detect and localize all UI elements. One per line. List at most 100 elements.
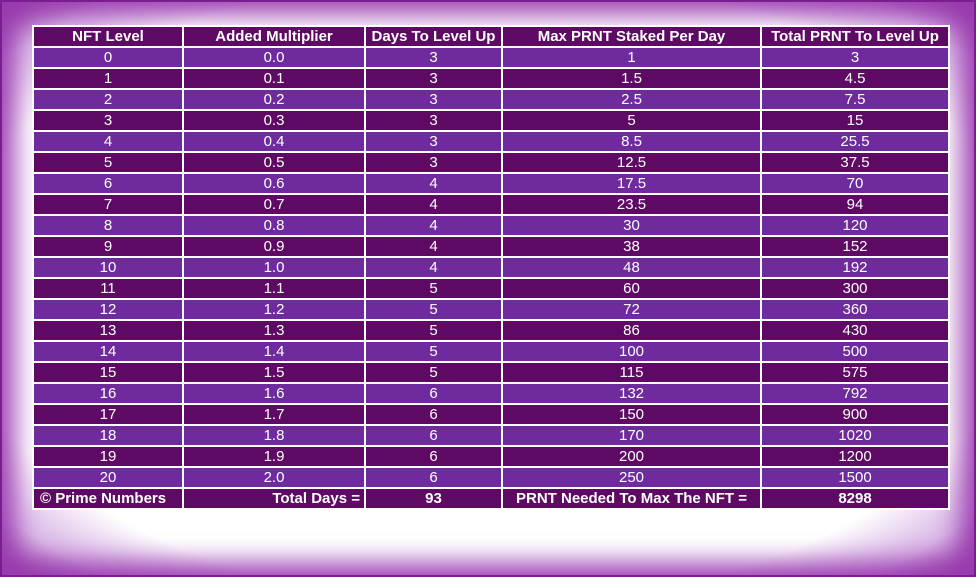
copyright-text: © Prime Numbers: [32, 487, 184, 510]
table-cell: 25.5: [760, 130, 950, 153]
table-cell: 0: [32, 46, 184, 69]
table-cell: 1: [32, 67, 184, 90]
table-cell: 4: [364, 256, 503, 279]
table-cell: 16: [32, 382, 184, 405]
table-cell: 4: [364, 214, 503, 237]
table-cell: 72: [501, 298, 762, 321]
table-cell: 0.6: [182, 172, 366, 195]
table-cell: 5: [364, 277, 503, 300]
table-row: 13 1.3 5 86 430: [32, 319, 950, 342]
table-cell: 1.8: [182, 424, 366, 447]
table-cell: 1.6: [182, 382, 366, 405]
table-cell: 132: [501, 382, 762, 405]
table-cell: 0.0: [182, 46, 366, 69]
table-body: 0 0.0 3 1 3 1 0.1 3 1.5 4.5 2 0.2 3 2.5 7.5 3 0.3 3 5 15 4 0.…: [32, 46, 950, 489]
table-cell: 100: [501, 340, 762, 363]
table-row: 15 1.5 5 115 575: [32, 361, 950, 384]
table-row: 19 1.9 6 200 1200: [32, 445, 950, 468]
table-cell: 10: [32, 256, 184, 279]
table-cell: 1500: [760, 466, 950, 489]
table-cell: 14: [32, 340, 184, 363]
table-row: 10 1.0 4 48 192: [32, 256, 950, 279]
table-cell: 5: [364, 340, 503, 363]
table-cell: 20: [32, 466, 184, 489]
table-cell: 94: [760, 193, 950, 216]
table-cell: 4: [364, 172, 503, 195]
table-cell: 6: [364, 466, 503, 489]
table-cell: 3: [364, 67, 503, 90]
table-cell: 7: [32, 193, 184, 216]
table-cell: 500: [760, 340, 950, 363]
table-cell: 250: [501, 466, 762, 489]
table-cell: 30: [501, 214, 762, 237]
table-cell: 900: [760, 403, 950, 426]
table-cell: 0.5: [182, 151, 366, 174]
table-cell: 792: [760, 382, 950, 405]
table-cell: 86: [501, 319, 762, 342]
table-cell: 5: [501, 109, 762, 132]
table-cell: 1.5: [501, 67, 762, 90]
table-cell: 5: [364, 361, 503, 384]
table-cell: 4: [32, 130, 184, 153]
table-row: 3 0.3 3 5 15: [32, 109, 950, 132]
table-row: 2 0.2 3 2.5 7.5: [32, 88, 950, 111]
table-row: 17 1.7 6 150 900: [32, 403, 950, 426]
table-cell: 0.8: [182, 214, 366, 237]
table-row: 6 0.6 4 17.5 70: [32, 172, 950, 195]
table-row: 14 1.4 5 100 500: [32, 340, 950, 363]
table-cell: 360: [760, 298, 950, 321]
table-cell: 1020: [760, 424, 950, 447]
table-cell: 1200: [760, 445, 950, 468]
table-cell: 1.7: [182, 403, 366, 426]
table-cell: 19: [32, 445, 184, 468]
header-row: NFT Level Added Multiplier Days To Level…: [32, 25, 950, 48]
table-cell: 4: [364, 193, 503, 216]
table-cell: 6: [364, 403, 503, 426]
table-cell: 1.3: [182, 319, 366, 342]
table-cell: 2.0: [182, 466, 366, 489]
table-cell: 2.5: [501, 88, 762, 111]
table-cell: 115: [501, 361, 762, 384]
table-row: 16 1.6 6 132 792: [32, 382, 950, 405]
table-cell: 0.7: [182, 193, 366, 216]
table-cell: 430: [760, 319, 950, 342]
table-row: 18 1.8 6 170 1020: [32, 424, 950, 447]
header-added-multiplier: Added Multiplier: [182, 25, 366, 48]
table-cell: 11: [32, 277, 184, 300]
table-cell: 38: [501, 235, 762, 258]
table-cell: 5: [364, 319, 503, 342]
table-cell: 1.1: [182, 277, 366, 300]
table-cell: 120: [760, 214, 950, 237]
table-cell: 5: [364, 298, 503, 321]
table-row: 0 0.0 3 1 3: [32, 46, 950, 69]
table-row: 11 1.1 5 60 300: [32, 277, 950, 300]
table-cell: 1.5: [182, 361, 366, 384]
table-row: 1 0.1 3 1.5 4.5: [32, 67, 950, 90]
table-cell: 18: [32, 424, 184, 447]
prnt-needed-label: PRNT Needed To Max The NFT =: [501, 487, 762, 510]
table-cell: 0.3: [182, 109, 366, 132]
prnt-needed-value: 8298: [760, 487, 950, 510]
table-cell: 8: [32, 214, 184, 237]
table-cell: 1: [501, 46, 762, 69]
table-cell: 60: [501, 277, 762, 300]
table-cell: 12.5: [501, 151, 762, 174]
table-cell: 3: [32, 109, 184, 132]
header-days-to-level-up: Days To Level Up: [364, 25, 503, 48]
header-total-prnt: Total PRNT To Level Up: [760, 25, 950, 48]
table-cell: 575: [760, 361, 950, 384]
table-cell: 48: [501, 256, 762, 279]
header-max-prnt-staked: Max PRNT Staked Per Day: [501, 25, 762, 48]
nft-level-table: NFT Level Added Multiplier Days To Level…: [32, 25, 950, 510]
table-cell: 3: [364, 109, 503, 132]
table-cell: 4.5: [760, 67, 950, 90]
table-row: 8 0.8 4 30 120: [32, 214, 950, 237]
table-cell: 7.5: [760, 88, 950, 111]
table-cell: 4: [364, 235, 503, 258]
table-cell: 150: [501, 403, 762, 426]
table-cell: 8.5: [501, 130, 762, 153]
table-cell: 70: [760, 172, 950, 195]
table-cell: 13: [32, 319, 184, 342]
footer-row: © Prime Numbers Total Days = 93 PRNT Nee…: [32, 487, 950, 510]
